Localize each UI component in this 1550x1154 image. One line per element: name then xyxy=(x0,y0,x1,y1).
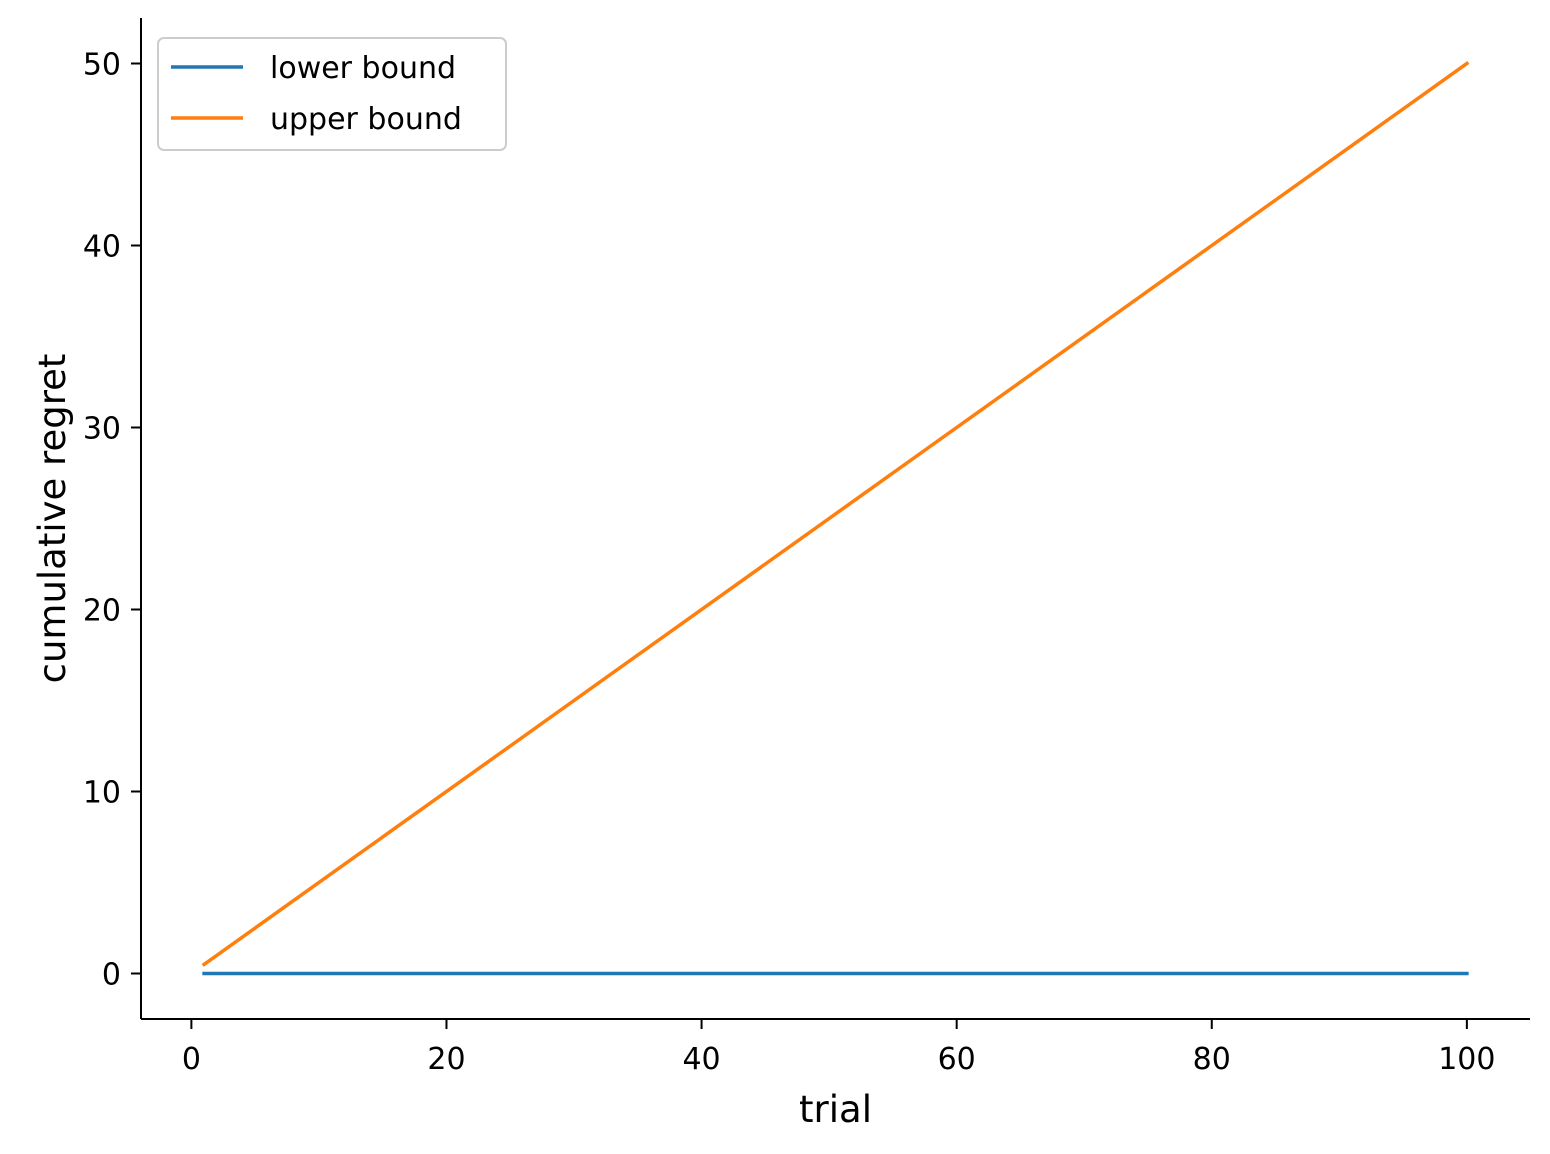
x-tick-label: 80 xyxy=(1193,1042,1231,1077)
x-tick-label: 100 xyxy=(1438,1042,1495,1077)
legend-items: lower bound upper bound xyxy=(171,51,462,137)
y-tick-label: 40 xyxy=(83,230,121,265)
x-tick-label: 60 xyxy=(938,1042,976,1077)
legend-label: upper bound xyxy=(270,102,462,137)
x-tick-label: 20 xyxy=(427,1042,465,1077)
y-axis-ticks: 0 10 20 30 40 50 xyxy=(83,48,141,993)
x-axis-label: trial xyxy=(799,1088,872,1131)
x-tick-label: 0 xyxy=(182,1042,201,1077)
axes: 0 20 40 60 80 100 0 10 20 30 40 50 xyxy=(83,18,1530,1077)
legend: lower bound upper bound xyxy=(157,37,507,151)
legend-label: lower bound xyxy=(270,51,456,86)
x-tick-label: 40 xyxy=(682,1042,720,1077)
y-tick-label: 50 xyxy=(83,48,121,83)
data-series xyxy=(201,61,1470,976)
legend-box xyxy=(157,37,507,151)
x-axis-ticks: 0 20 40 60 80 100 xyxy=(182,1019,1495,1077)
series-line-upper-bound xyxy=(201,61,1470,967)
y-axis-label: cumulative regret xyxy=(31,354,74,684)
y-tick-label: 0 xyxy=(102,958,121,993)
y-tick-label: 10 xyxy=(83,776,121,811)
y-tick-label: 20 xyxy=(83,594,121,629)
y-tick-label: 30 xyxy=(83,412,121,447)
